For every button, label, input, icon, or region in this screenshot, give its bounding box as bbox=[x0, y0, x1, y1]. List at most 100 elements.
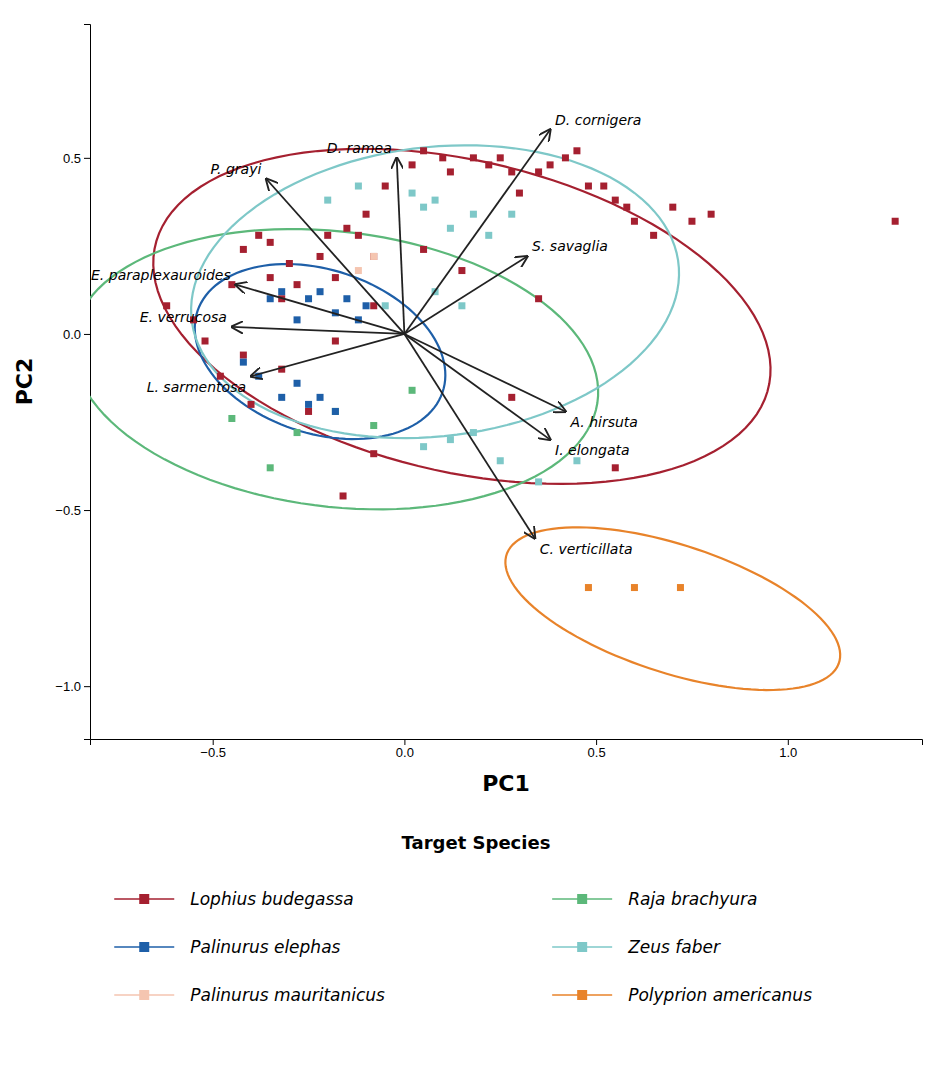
point bbox=[332, 408, 339, 415]
tick-mark bbox=[84, 334, 90, 335]
point bbox=[240, 352, 247, 359]
point bbox=[470, 154, 477, 161]
legend-swatch bbox=[139, 990, 149, 1000]
series bbox=[240, 288, 370, 415]
ellipse bbox=[505, 527, 840, 690]
point bbox=[278, 288, 285, 295]
legend-item: Raja brachyura bbox=[552, 889, 757, 909]
tick: −0.5 bbox=[55, 503, 90, 518]
series bbox=[585, 584, 684, 591]
point bbox=[516, 190, 523, 197]
tick-mark bbox=[84, 510, 90, 511]
point bbox=[612, 197, 619, 204]
tick-mark bbox=[84, 158, 90, 159]
legend-label: Polyprion americanus bbox=[628, 985, 812, 1005]
point bbox=[688, 218, 695, 225]
point bbox=[332, 408, 339, 415]
ellipse bbox=[90, 229, 598, 509]
point bbox=[355, 267, 362, 274]
point bbox=[650, 232, 657, 239]
point bbox=[669, 204, 676, 211]
point bbox=[497, 154, 504, 161]
point bbox=[420, 246, 427, 253]
point bbox=[332, 274, 339, 281]
point bbox=[447, 168, 454, 175]
point bbox=[355, 232, 362, 239]
data-area bbox=[90, 130, 899, 690]
point bbox=[240, 246, 247, 253]
y-axis: −1.0−0.50.00.5 bbox=[55, 25, 90, 740]
tick-mark bbox=[788, 739, 789, 745]
point bbox=[409, 387, 416, 394]
point bbox=[535, 295, 542, 302]
point bbox=[892, 218, 899, 225]
tick-label: 0.0 bbox=[63, 327, 81, 342]
tick-label: 0.5 bbox=[588, 745, 606, 760]
point bbox=[294, 281, 301, 288]
point bbox=[294, 380, 301, 387]
point bbox=[294, 429, 301, 436]
tick: 0.0 bbox=[63, 327, 90, 342]
arrow bbox=[266, 179, 404, 334]
point bbox=[305, 408, 312, 415]
point bbox=[470, 429, 477, 436]
point bbox=[547, 161, 554, 168]
point bbox=[294, 316, 301, 323]
tick-mark bbox=[596, 739, 597, 745]
tick-mark bbox=[84, 686, 90, 687]
point bbox=[470, 211, 477, 218]
point bbox=[485, 232, 492, 239]
point bbox=[447, 436, 454, 443]
point bbox=[623, 204, 630, 211]
tick: 0.5 bbox=[588, 739, 606, 760]
point bbox=[600, 183, 607, 190]
point bbox=[332, 337, 339, 344]
arrow bbox=[404, 130, 550, 334]
tick-label: 0.0 bbox=[396, 745, 414, 760]
point bbox=[255, 232, 262, 239]
point bbox=[585, 183, 592, 190]
arrow-label: A. hirsuta bbox=[569, 414, 638, 430]
legend-swatch bbox=[577, 942, 587, 952]
point bbox=[305, 295, 312, 302]
plot: −0.50.00.51.0−1.0−0.50.00.5P. grayiD. ra… bbox=[12, 25, 923, 797]
series bbox=[163, 147, 898, 499]
arrow bbox=[404, 334, 550, 440]
point bbox=[677, 584, 684, 591]
tick: −0.5 bbox=[200, 739, 226, 760]
axis-line bbox=[91, 740, 923, 746]
point bbox=[585, 584, 592, 591]
point bbox=[508, 211, 515, 218]
point bbox=[317, 394, 324, 401]
point bbox=[370, 450, 377, 457]
arrow-label: L. sarmentosa bbox=[147, 379, 246, 395]
point bbox=[343, 295, 350, 302]
ellipse bbox=[195, 264, 446, 439]
point bbox=[267, 274, 274, 281]
point bbox=[432, 197, 439, 204]
point bbox=[420, 147, 427, 154]
point bbox=[370, 253, 377, 260]
y-axis-title: PC2 bbox=[12, 358, 37, 406]
arrow-label: D. ramea bbox=[327, 140, 392, 156]
point bbox=[485, 161, 492, 168]
point bbox=[370, 422, 377, 429]
tick-mark bbox=[213, 739, 214, 745]
point bbox=[382, 302, 389, 309]
arrow-label: E. paraplexauroides bbox=[91, 267, 231, 283]
chart: −0.50.00.51.0−1.0−0.50.00.5P. grayiD. ra… bbox=[0, 0, 952, 1069]
point bbox=[363, 302, 370, 309]
arrow-label: C. verticillata bbox=[540, 541, 633, 557]
point bbox=[267, 464, 274, 471]
tick-label: 0.5 bbox=[63, 151, 81, 166]
point bbox=[508, 394, 515, 401]
arrow-label: I. elongata bbox=[555, 442, 630, 458]
point bbox=[286, 260, 293, 267]
tick: 1.0 bbox=[779, 739, 797, 760]
point bbox=[324, 232, 331, 239]
point bbox=[267, 239, 274, 246]
axis-line bbox=[84, 25, 91, 740]
point bbox=[420, 204, 427, 211]
arrow-label: P. grayi bbox=[211, 161, 262, 177]
point bbox=[631, 218, 638, 225]
